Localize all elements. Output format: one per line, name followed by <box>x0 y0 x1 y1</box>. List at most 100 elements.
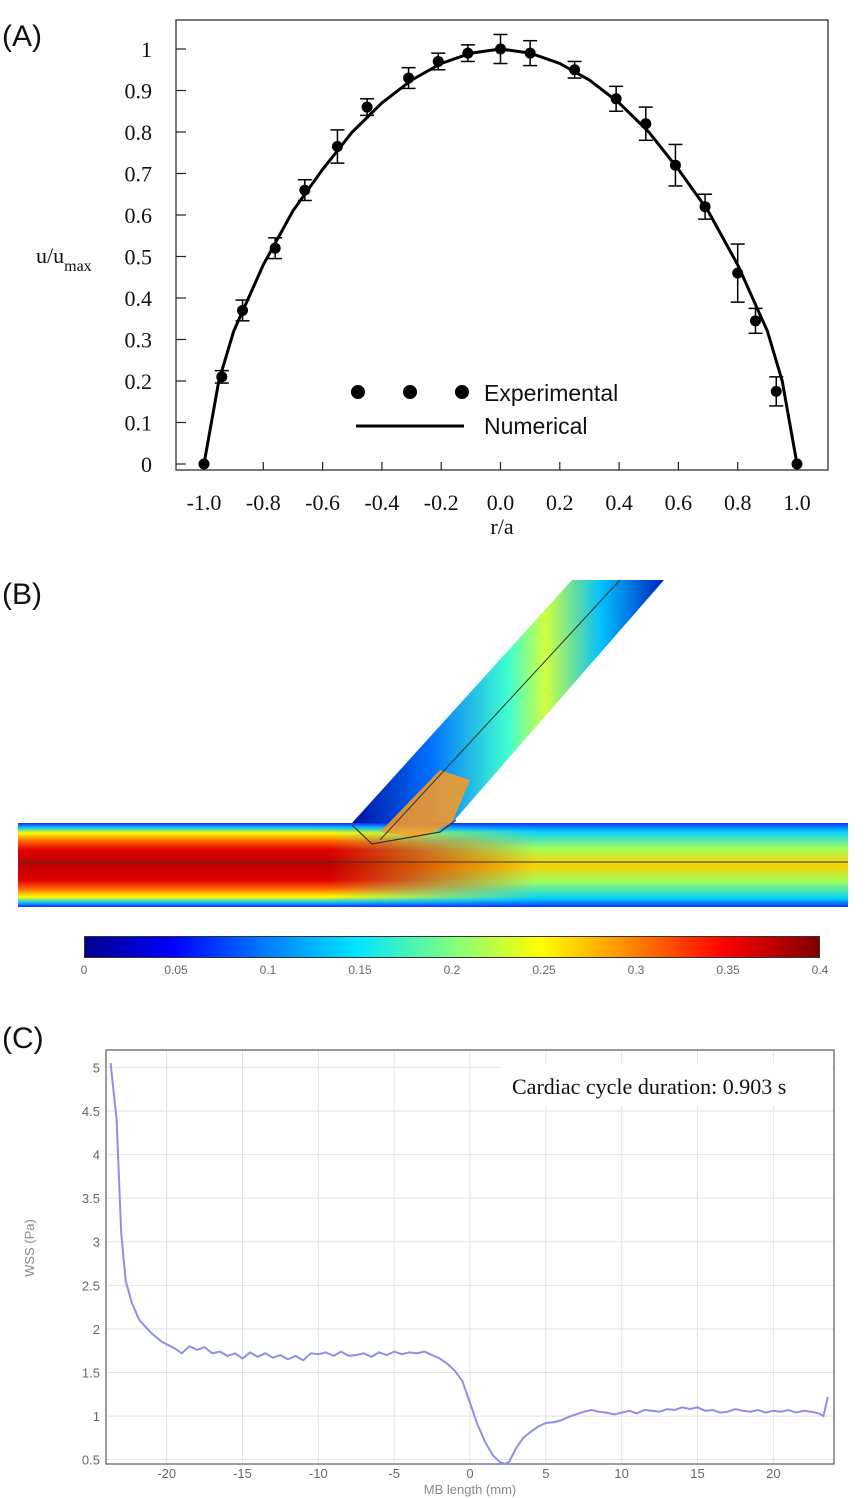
plot-frame <box>175 19 829 471</box>
x-tick-label: 20 <box>766 1466 780 1481</box>
x-tick-label: 0.4 <box>605 490 633 515</box>
x-tick-label: 0.6 <box>665 490 693 515</box>
x-tick-label: 0 <box>466 1466 473 1481</box>
colorbar-tick-label: 0.15 <box>348 963 372 977</box>
x-axis-ticks: -1.0 -0.8 -0.6 -0.4 -0.2 0.0 0.2 0.4 0.6 0.8 1.0 <box>187 462 811 515</box>
y-tick-label: 2 <box>93 1322 100 1337</box>
x-tick-label: 5 <box>542 1466 549 1481</box>
panel-label-b: (B) <box>2 578 42 611</box>
stent-outline <box>351 819 457 845</box>
colorbar-tick-label: 0.3 <box>628 963 645 977</box>
wss-series-line <box>109 1062 829 1466</box>
annotation-box <box>500 1064 832 1106</box>
legend-marker-dot <box>455 385 469 399</box>
experimental-point <box>361 101 373 113</box>
experimental-point <box>432 55 444 67</box>
experimental-point <box>791 458 803 470</box>
colorbar-tick-label: 0.25 <box>532 963 556 977</box>
y-tick-label: 4.5 <box>82 1104 100 1119</box>
x-tick-label: 0.8 <box>724 490 752 515</box>
experimental-point <box>569 64 581 76</box>
x-tick-label: -0.8 <box>246 490 281 515</box>
y-tick-label: 1 <box>141 37 152 62</box>
y-tick-label: 0.1 <box>125 411 153 436</box>
velocity-contour-plot <box>18 579 848 907</box>
experimental-point <box>462 47 474 59</box>
experimental-point <box>770 385 782 397</box>
x-tick-label: -20 <box>157 1466 176 1481</box>
y-tick-label: 4 <box>93 1148 100 1163</box>
plot-frame <box>105 1049 835 1465</box>
y-tick-label: 0.4 <box>125 286 153 311</box>
main-vessel-distal <box>18 823 848 907</box>
experimental-point <box>237 304 249 316</box>
x-axis-label: r/a <box>490 514 513 539</box>
y-tick-label: 0.8 <box>125 120 153 145</box>
y-tick-label: 0.7 <box>125 162 153 187</box>
experimental-point <box>524 47 536 59</box>
x-tick-label: 0.0 <box>487 490 515 515</box>
y-tick-label: 3 <box>93 1235 100 1250</box>
x-tick-label: 10 <box>614 1466 628 1481</box>
branch-centerline <box>379 579 621 841</box>
x-tick-label: -0.2 <box>424 490 459 515</box>
x-tick-label: -15 <box>233 1466 252 1481</box>
grid <box>106 1050 834 1464</box>
y-axis-ticks: 0 0.1 0.2 0.3 0.4 0.5 0.6 0.7 0.8 0.9 1 <box>125 37 186 477</box>
experimental-point <box>331 141 343 153</box>
panel-label-c: (C) <box>2 1022 44 1055</box>
experimental-point <box>198 458 210 470</box>
y-tick-label: 0.5 <box>125 245 153 270</box>
colorbar-gradient <box>85 937 819 957</box>
experimental-point <box>216 371 228 383</box>
colorbar-ticks: 0 0.05 0.1 0.15 0.2 0.25 0.3 0.35 0.4 <box>81 963 829 977</box>
experimental-point <box>669 159 681 171</box>
y-tick-label: 3.5 <box>82 1191 100 1206</box>
legend: Experimental Numerical <box>351 380 618 439</box>
colorbar-tick-label: 0.4 <box>812 963 829 977</box>
y-tick-label: 5 <box>93 1060 100 1075</box>
x-tick-label: 15 <box>690 1466 704 1481</box>
y-tick-label: 0.3 <box>125 328 153 353</box>
y-tick-label: 2.5 <box>82 1278 100 1293</box>
x-axis-ticks: -20 -15 -10 -5 0 5 10 15 20 <box>157 1466 780 1481</box>
y-tick-label: 1.5 <box>82 1365 100 1380</box>
legend-marker-dot <box>403 385 417 399</box>
experimental-series-points <box>198 33 803 470</box>
cardiac-cycle-annotation: Cardiac cycle duration: 0.903 s <box>512 1074 786 1099</box>
bifurcation-jet <box>380 770 470 838</box>
velocity-profile-chart: 0 0.1 0.2 0.3 0.4 0.5 0.6 0.7 0.8 0.9 1 -1.0 -0.8 -0… <box>36 19 829 539</box>
legend-experimental-label: Experimental <box>484 380 618 406</box>
x-tick-label: -5 <box>388 1466 400 1481</box>
colorbar-tick-label: 0.2 <box>444 963 461 977</box>
y-axis-label: WSS (Pa) <box>22 1219 37 1277</box>
x-tick-label: -10 <box>309 1466 328 1481</box>
experimental-point <box>495 43 506 55</box>
experimental-point <box>403 72 415 84</box>
x-axis-label: MB length (mm) <box>424 1482 516 1497</box>
legend-marker-dot <box>351 385 365 399</box>
colorbar-tick-label: 0.05 <box>164 963 188 977</box>
experimental-point <box>610 93 622 105</box>
x-tick-label: 0.2 <box>546 490 574 515</box>
colorbar-tick-label: 0.35 <box>716 963 740 977</box>
x-tick-label: -1.0 <box>187 490 222 515</box>
colorbar-tick-label: 0.1 <box>260 963 277 977</box>
experimental-point <box>299 184 311 196</box>
y-tick-label: 0 <box>141 452 152 477</box>
y-tick-label: 1 <box>93 1409 100 1424</box>
x-tick-label: 1.0 <box>783 490 811 515</box>
y-tick-label: 0.9 <box>125 79 153 104</box>
colorbar <box>84 936 820 958</box>
y-tick-label: 0.5 <box>82 1453 100 1468</box>
experimental-point <box>732 267 744 279</box>
y-axis-ticks: 0.5 1 1.5 2 2.5 3 3.5 4 4.5 5 <box>82 1060 100 1467</box>
wss-chart: 0.5 1 1.5 2 2.5 3 3.5 4 4.5 5 -20 -15 -10 -5 0 5 10 15 20… <box>22 1049 835 1497</box>
x-tick-label: -0.6 <box>305 490 340 515</box>
experimental-point <box>749 315 761 327</box>
x-tick-label: -0.4 <box>364 490 399 515</box>
experimental-point <box>640 118 652 130</box>
y-tick-label: 0.6 <box>125 203 153 228</box>
colorbar-tick-label: 0 <box>81 963 88 977</box>
y-axis-label: u/umax <box>36 243 92 275</box>
